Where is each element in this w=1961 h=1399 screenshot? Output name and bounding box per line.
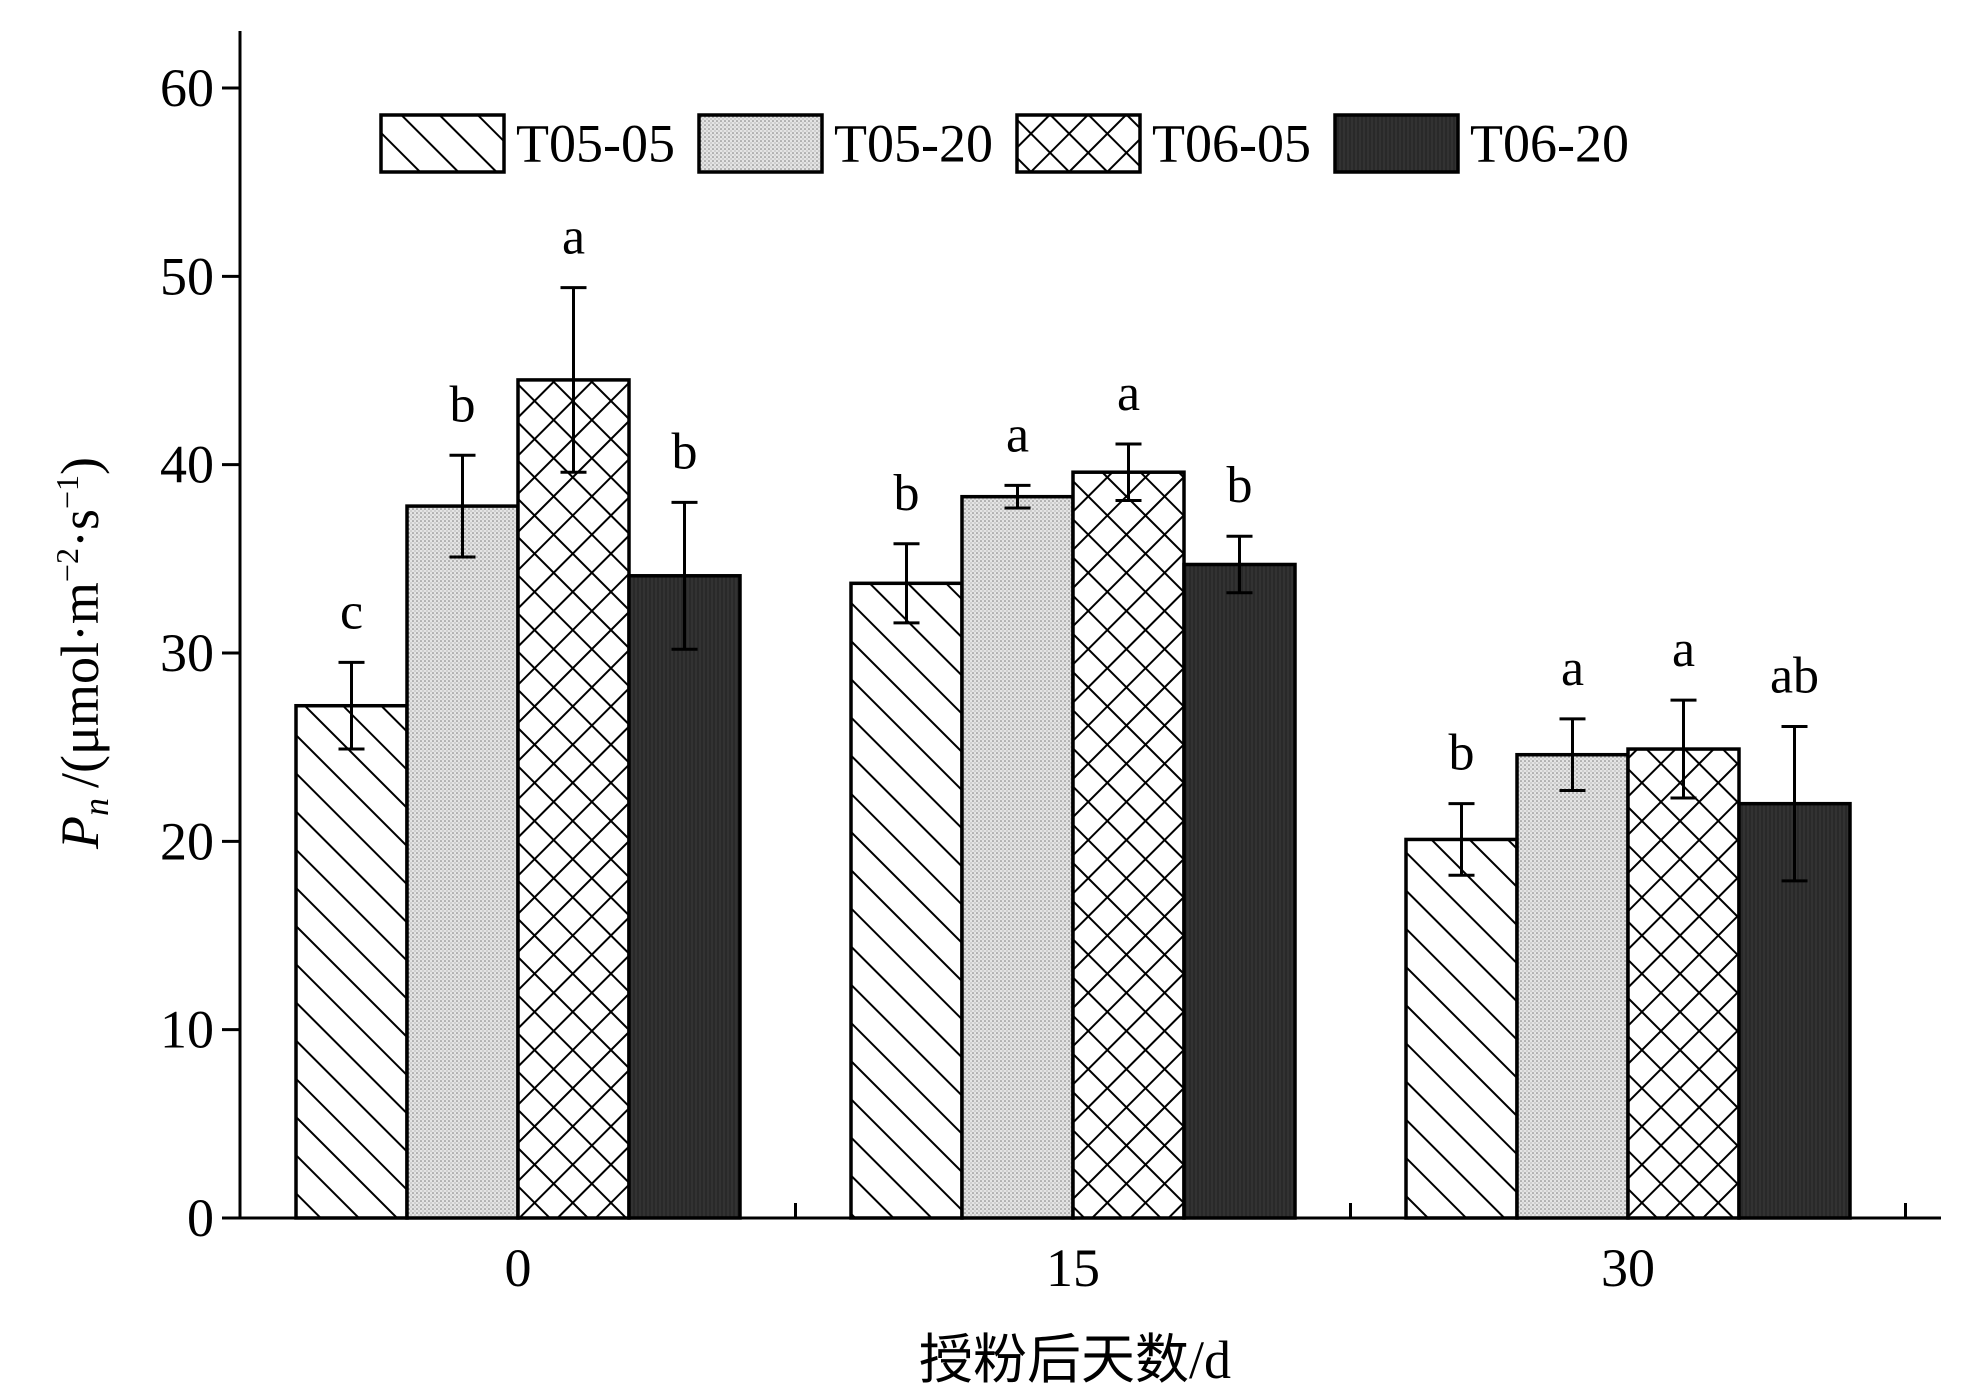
x-tick-label: 15 <box>1046 1238 1100 1298</box>
legend-label: T06-20 <box>1470 114 1629 174</box>
y-axis-label-unit-start: /(μmol·m <box>50 582 110 788</box>
significance-letter: ab <box>1770 647 1819 704</box>
legend-item-t05-05: T05-05 <box>379 113 675 174</box>
bars-layer <box>294 378 1852 1220</box>
y-tick-label: 10 <box>160 1000 214 1060</box>
significance-letter: c <box>340 583 363 640</box>
error-bar <box>1559 717 1586 792</box>
bar-t05-20-30 <box>1515 752 1630 1220</box>
significance-letter: b <box>450 376 476 433</box>
legend-label: T05-20 <box>834 114 993 174</box>
bar-t05-20-0 <box>405 504 520 1220</box>
bar-t06-20-0 <box>627 574 742 1220</box>
error-bar <box>560 286 587 474</box>
significance-letter: b <box>672 423 698 480</box>
y-tick-label: 50 <box>160 246 214 306</box>
significance-letter: a <box>562 209 585 266</box>
bar-t05-20-15 <box>960 494 1075 1220</box>
x-axis-ticks: 0 15 30 <box>505 1203 1907 1298</box>
y-axis-ticks: 0 10 20 30 40 50 60 <box>160 58 240 1248</box>
error-bar <box>1670 698 1697 800</box>
significance-letter: a <box>1561 640 1584 697</box>
y-tick-label: 20 <box>160 811 214 871</box>
axes <box>238 31 1941 1220</box>
y-axis-label-subscript: n <box>76 798 116 816</box>
significance-letter: a <box>1006 406 1029 463</box>
error-bar <box>338 660 365 751</box>
legend-item-t06-20: T06-20 <box>1333 113 1629 174</box>
legend-label: T05-05 <box>516 114 675 174</box>
error-bar <box>893 542 920 625</box>
bar-t06-20-15 <box>1182 562 1297 1220</box>
bar-t06-05-15 <box>1071 470 1186 1220</box>
error-bar <box>1226 534 1253 595</box>
bar-t06-05-30 <box>1626 747 1741 1220</box>
y-tick-label: 0 <box>187 1188 214 1248</box>
significance-letter: a <box>1672 621 1695 678</box>
y-tick-label: 30 <box>160 623 214 683</box>
legend-swatch <box>379 113 506 174</box>
error-bar <box>449 453 476 559</box>
legend-label: T06-05 <box>1152 114 1311 174</box>
legend-swatch <box>1333 113 1460 174</box>
x-axis-label: 授粉后天数/d <box>919 1330 1231 1390</box>
bar-t06-05-0 <box>516 378 631 1220</box>
error-bars-layer <box>338 286 1808 883</box>
x-tick-label: 30 <box>1601 1238 1655 1298</box>
error-bar <box>1781 724 1808 883</box>
y-tick-label: 40 <box>160 435 214 495</box>
y-axis-label: Pn /(μmol·m−2·s−1) <box>49 457 116 850</box>
error-bar <box>1004 483 1031 510</box>
significance-letter: a <box>1117 365 1140 422</box>
y-axis-label-symbol: P <box>50 816 110 850</box>
error-bar <box>1448 802 1475 877</box>
legend-item-t06-05: T06-05 <box>1015 113 1311 174</box>
legend: T05-05 T05-20 T06-05 T06-20 <box>379 113 1629 174</box>
bar-t05-05-15 <box>849 581 964 1220</box>
legend-swatch <box>697 113 824 174</box>
bar-t05-05-0 <box>294 703 409 1220</box>
significance-letter: b <box>1449 725 1475 782</box>
y-axis-label-unit-mid: ·s <box>50 509 110 548</box>
legend-swatch <box>1015 113 1142 174</box>
error-bar <box>1115 442 1142 502</box>
y-axis-label-unit-end: ) <box>50 457 110 475</box>
significance-letter: b <box>1227 457 1253 514</box>
error-bar <box>671 500 698 651</box>
y-tick-label: 60 <box>160 58 214 118</box>
y-axis-label-exponent-1: −2 <box>49 548 85 582</box>
y-axis-label-exponent-2: −1 <box>49 475 85 509</box>
legend-item-t05-20: T05-20 <box>697 113 993 174</box>
x-tick-label: 0 <box>505 1238 532 1298</box>
significance-letter: b <box>894 465 920 522</box>
bar-t05-05-30 <box>1404 837 1519 1220</box>
